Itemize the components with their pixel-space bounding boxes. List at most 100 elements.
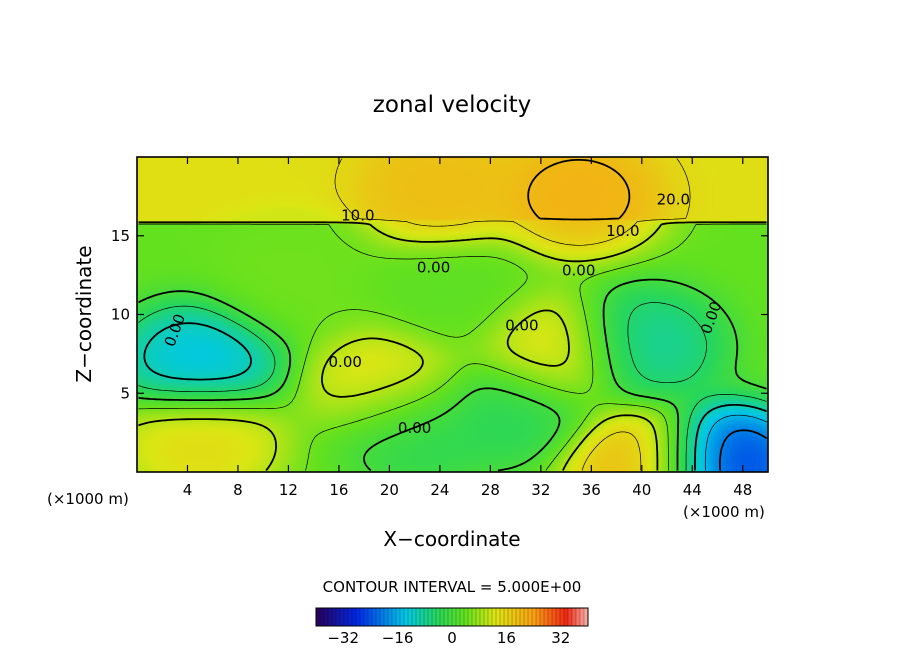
colorbar-tick-label: 32 xyxy=(551,629,570,647)
contour-label: 20.0 xyxy=(657,191,690,209)
colorbar-frame xyxy=(315,607,589,627)
colorbar-swatch xyxy=(512,608,517,626)
contour-lines xyxy=(138,158,768,472)
colorbar-swatch xyxy=(444,608,449,626)
colorbar-swatch xyxy=(436,608,441,626)
x-unit-left: (×1000 m) xyxy=(47,490,129,508)
colorbar-swatch xyxy=(348,608,353,626)
colorbar-swatch xyxy=(484,608,489,626)
contour-line xyxy=(138,223,767,471)
colorbar-swatch xyxy=(556,608,561,626)
colorbar-swatch xyxy=(496,608,501,626)
colorbar-swatch xyxy=(372,608,377,626)
colorbar-swatch xyxy=(408,608,413,626)
colorbar-swatch xyxy=(568,608,573,626)
colorbar-tick-label: −32 xyxy=(327,629,359,647)
colorbar-swatch xyxy=(320,608,325,626)
contour-line xyxy=(704,414,767,471)
colorbar-swatch xyxy=(404,608,409,626)
x-tick-label: 28 xyxy=(481,481,500,499)
colorbar-swatch xyxy=(548,608,553,626)
colorbar-swatch xyxy=(424,608,429,626)
x-tick-label: 20 xyxy=(380,481,399,499)
colorbar-swatch xyxy=(344,608,349,626)
x-tick-label: 8 xyxy=(233,481,243,499)
colorbar-swatch xyxy=(376,608,381,626)
x-tick-label: 16 xyxy=(329,481,348,499)
colorbar-swatch xyxy=(468,608,473,626)
colorbar-swatch xyxy=(464,608,469,626)
x-tick-label: 40 xyxy=(632,481,651,499)
colorbar-swatch xyxy=(324,608,329,626)
colorbar-swatch xyxy=(420,608,425,626)
colorbar-swatch xyxy=(516,608,521,626)
chart-title: zonal velocity xyxy=(373,92,531,118)
colorbar-swatch xyxy=(480,608,485,626)
contour-label: 10.0 xyxy=(341,206,374,224)
contour-label: 0.00 xyxy=(417,258,450,276)
x-tick-label: 36 xyxy=(582,481,601,499)
contour-line xyxy=(527,159,631,221)
colorbar-swatch xyxy=(472,608,477,626)
colorbar-swatch xyxy=(392,608,397,626)
colorbar-swatch xyxy=(476,608,481,626)
colorbar-swatch xyxy=(356,608,361,626)
colorbar-swatch xyxy=(540,608,545,626)
contour-label: 0.00 xyxy=(329,353,362,371)
colorbar-swatch xyxy=(532,608,537,626)
colorbar-swatch xyxy=(328,608,333,626)
colorbar-tick-label: −16 xyxy=(382,629,414,647)
x-tick-label: 48 xyxy=(733,481,752,499)
colorbar-swatch xyxy=(452,608,457,626)
colorbar-swatch xyxy=(400,608,405,626)
x-tick-label: 24 xyxy=(430,481,449,499)
colorbar-swatch xyxy=(332,608,337,626)
x-tick-label: 32 xyxy=(531,481,550,499)
x-tick-label: 4 xyxy=(183,481,193,499)
contour-line xyxy=(138,302,767,471)
contour-line xyxy=(138,221,767,472)
colorbar-swatch xyxy=(384,608,389,626)
colorbar-swatch xyxy=(508,608,513,626)
colorbar-swatch xyxy=(368,608,373,626)
colorbar-swatch xyxy=(432,608,437,626)
x-tick-label: 44 xyxy=(683,481,702,499)
colorbar-swatch xyxy=(528,608,533,626)
colorbar-swatch xyxy=(412,608,417,626)
colorbar-swatch xyxy=(492,608,497,626)
y-tick-label: 5 xyxy=(120,384,130,402)
colorbar-swatch xyxy=(584,608,589,626)
colorbar-swatch xyxy=(364,608,369,626)
colorbar-swatch xyxy=(440,608,445,626)
y-tick-label: 10 xyxy=(111,306,130,324)
contour-line xyxy=(138,278,767,472)
x-axis-label: X−coordinate xyxy=(383,527,520,551)
colorbar-swatch xyxy=(316,608,321,626)
colorbar-swatch xyxy=(380,608,385,626)
colorbar-swatch xyxy=(396,608,401,626)
contour-label: 0.00 xyxy=(398,419,431,437)
contour-interval-text: CONTOUR INTERVAL = 5.000E+00 xyxy=(323,578,582,596)
colorbar-tick-label: 16 xyxy=(497,629,516,647)
colorbar-swatch xyxy=(336,608,341,626)
contour-line xyxy=(143,322,767,471)
colorbar-swatch xyxy=(340,608,345,626)
x-tick-label: 12 xyxy=(279,481,298,499)
contour-label: 0.00 xyxy=(505,317,538,335)
colorbar-swatch xyxy=(576,608,581,626)
colorbar-swatch xyxy=(524,608,529,626)
colorbar-swatch xyxy=(536,608,541,626)
contour-line xyxy=(334,158,691,471)
colorbar-swatch xyxy=(360,608,365,626)
colorbar-tick-label: 0 xyxy=(447,629,457,647)
contour-label: 0.00 xyxy=(562,261,595,279)
heatmap-field xyxy=(137,157,768,472)
colorbar-swatch xyxy=(572,608,577,626)
colorbar-swatch xyxy=(520,608,525,626)
y-axis-label: Z−coordinate xyxy=(72,245,96,382)
colorbar-swatch xyxy=(416,608,421,626)
colorbar-swatch xyxy=(456,608,461,626)
colorbar-swatch xyxy=(352,608,357,626)
